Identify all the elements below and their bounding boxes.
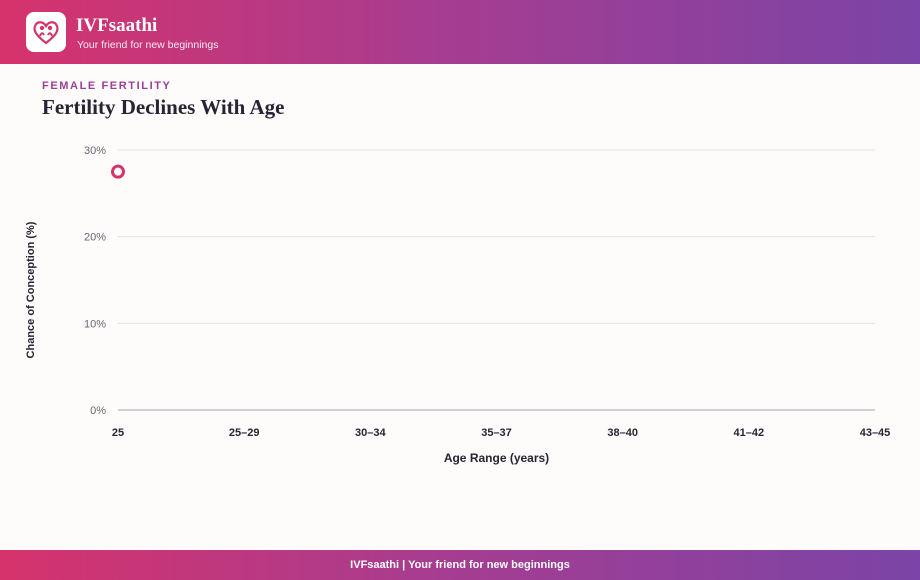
x-tick-label: 25–29: [229, 427, 260, 439]
x-tick-label: 43–45: [860, 427, 891, 439]
brand-tagline: Your friend for new beginnings: [77, 39, 219, 51]
x-tick-label: 30–34: [355, 427, 386, 439]
x-axis-title: Age Range (years): [444, 451, 549, 465]
heart-family-icon: [33, 21, 59, 45]
section-eyebrow: FEMALE FERTILITY: [42, 80, 172, 92]
brand-name: IVFsaathi: [76, 15, 158, 36]
logo[interactable]: [26, 12, 66, 52]
conception-chart: 0% 10% 20% 30% 25 25–29 30–34 35–37 38–40 41–42 43…: [25, 145, 891, 465]
x-tick-label: 38–40: [607, 427, 638, 439]
footer-text: IVFsaathi | Your friend for new beginnin…: [350, 559, 570, 571]
footer-bar: IVFsaathi | Your friend for new beginnin…: [0, 550, 920, 580]
data-point: [111, 164, 125, 179]
y-tick-label: 10%: [84, 318, 106, 330]
page-title: Fertility Declines With Age: [42, 95, 285, 119]
x-tick-label: 41–42: [734, 427, 765, 439]
y-axis-title: Chance of Conception (%): [25, 221, 37, 358]
x-tick-label: 35–37: [481, 427, 512, 439]
y-tick-label: 30%: [84, 145, 106, 157]
x-tick-label: 25: [112, 427, 124, 439]
y-tick-label: 0%: [90, 405, 106, 417]
y-tick-label: 20%: [84, 232, 106, 244]
header-bar: IVFsaathi Your friend for new beginnings: [0, 0, 920, 64]
